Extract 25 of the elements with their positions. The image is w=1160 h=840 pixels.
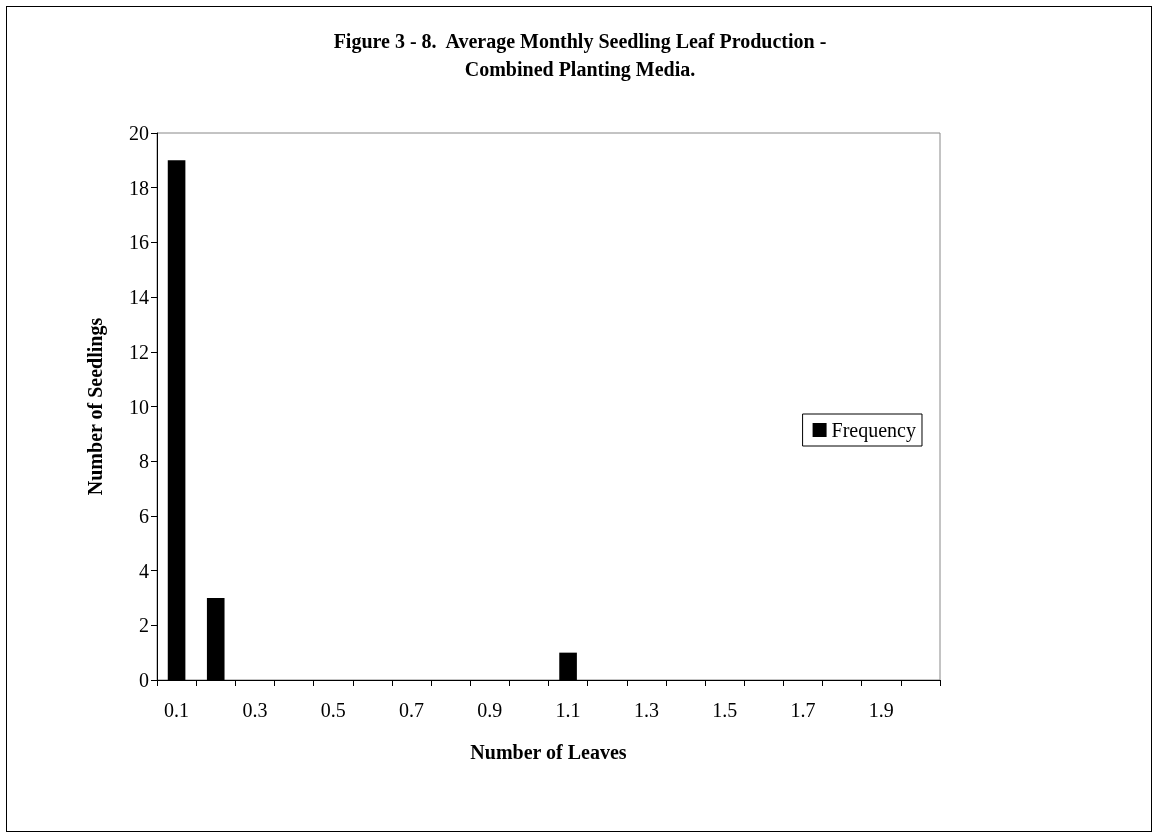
x-tick-label: 1.5 [712,699,738,721]
y-tick-label: 8 [139,450,149,473]
x-tick-label: 0.7 [398,699,424,721]
x-tick-label: 0.3 [242,699,268,721]
y-tick-label: 20 [129,122,149,144]
y-tick-label: 18 [129,176,149,199]
chart-title: Figure 3 - 8. Average Monthly Seedling Leaf Production - Combined Planting Media. [333,30,827,81]
x-axis-title: Number of Leaves [470,741,627,763]
y-tick-label: 0 [139,669,149,691]
y-tick-label: 6 [139,504,149,527]
x-tick-label: 1.9 [868,699,894,721]
y-tick-label: 12 [129,340,149,363]
x-tick-label: 1.1 [555,699,581,721]
legend-label: Frequency [831,419,917,442]
y-tick-label: 16 [129,231,149,254]
x-tick-label: 1.3 [633,699,659,721]
x-tick-label: 0.9 [477,699,503,721]
y-tick-label: 10 [129,395,149,418]
y-tick-label: 14 [129,286,149,309]
x-tick-label: 0.5 [320,699,346,721]
y-axis-title: Number of Seedlings [84,317,107,496]
x-tick-label: 0.1 [164,699,190,721]
y-tick-label: 2 [139,614,149,637]
x-tick-label: 1.7 [790,699,816,721]
y-tick-label: 4 [139,559,149,582]
